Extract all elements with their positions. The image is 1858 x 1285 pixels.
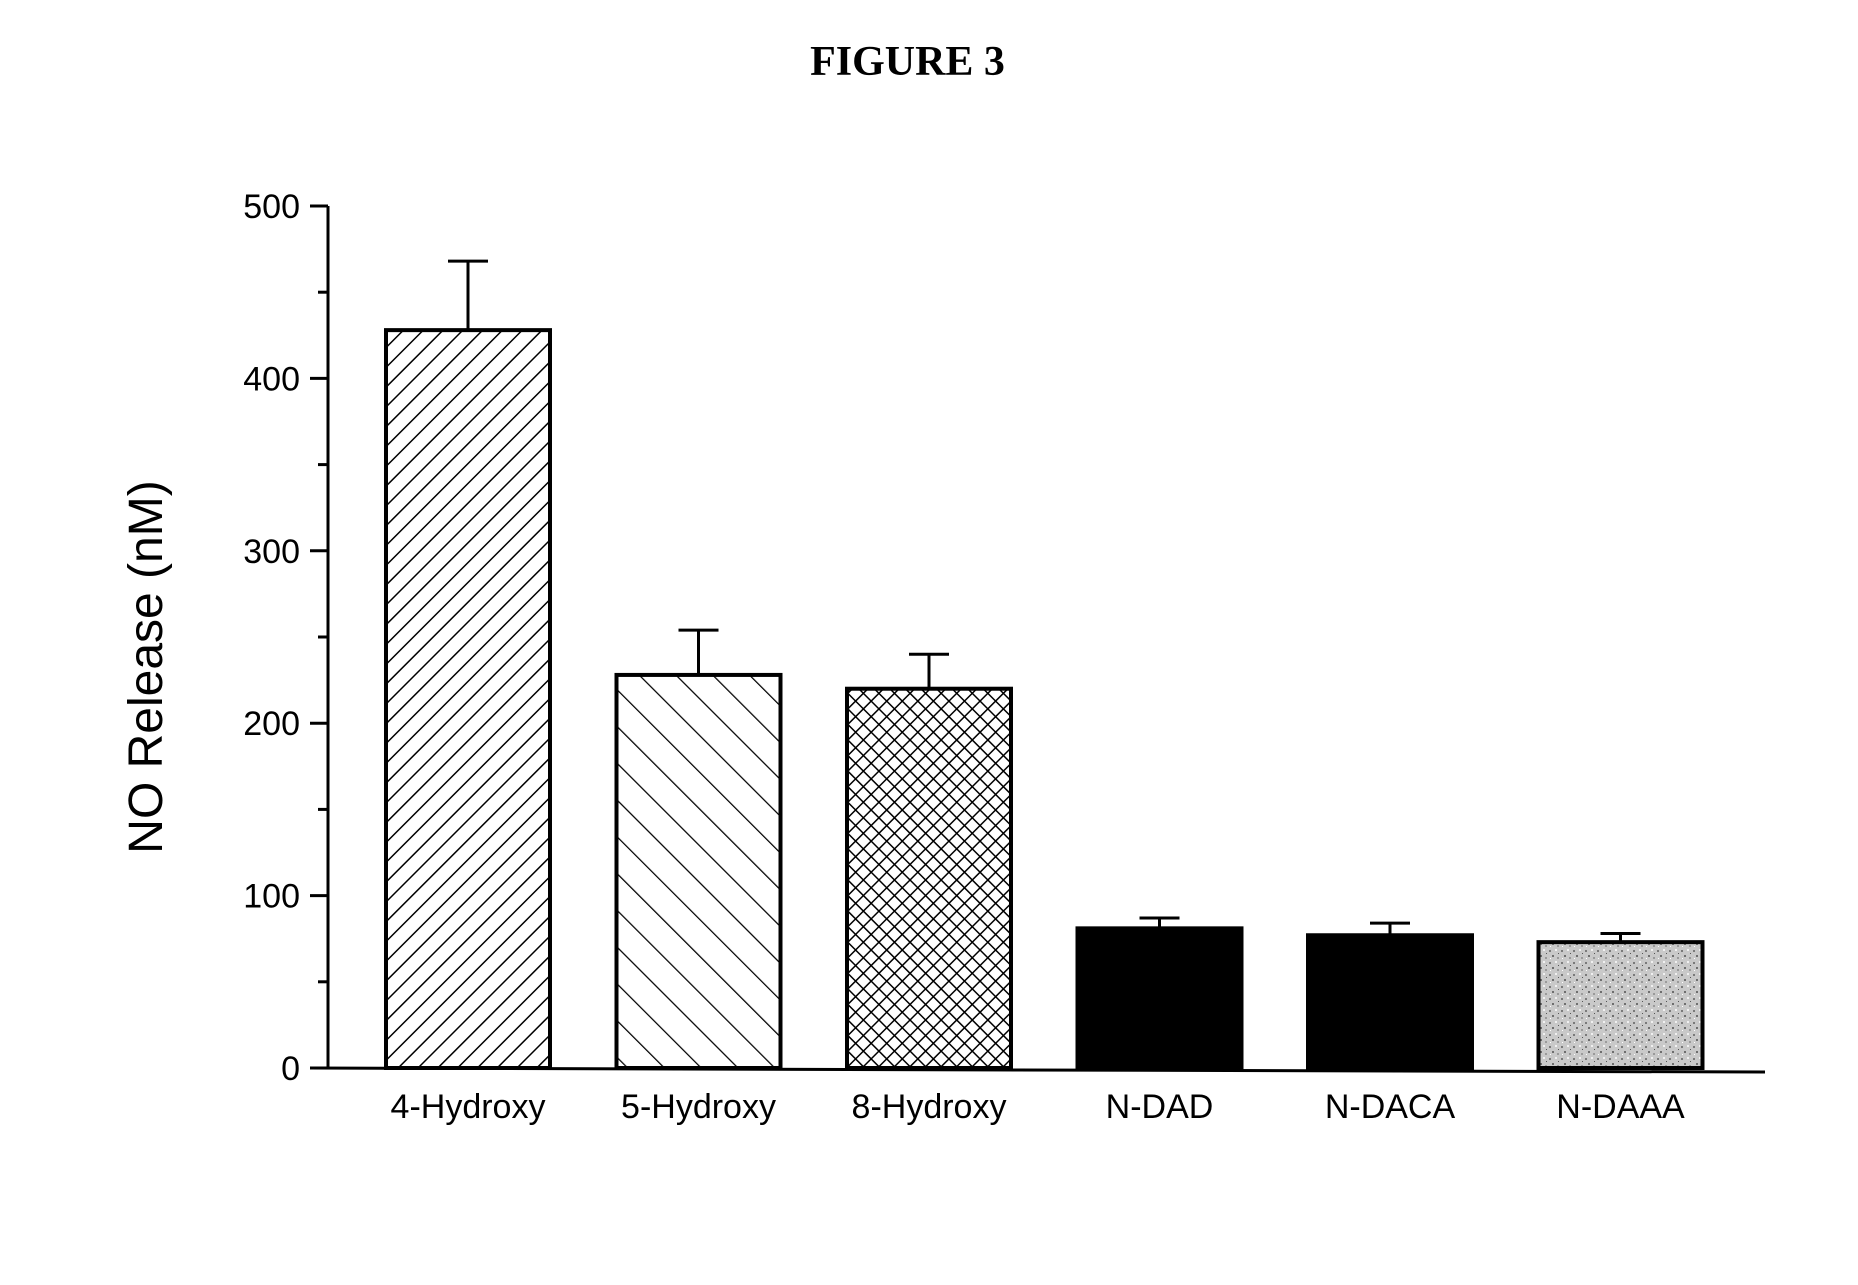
x-tick-label: N-DAAA xyxy=(1556,1088,1685,1126)
bar-8-hydroxy xyxy=(847,689,1011,1068)
x-tick-label: N-DAD xyxy=(1106,1088,1214,1126)
y-tick-label: 200 xyxy=(243,705,300,743)
y-tick-label: 300 xyxy=(243,533,300,571)
y-tick-label: 400 xyxy=(243,360,300,398)
x-tick-label: 5-Hydroxy xyxy=(621,1088,776,1126)
bar-5-hydroxy xyxy=(617,675,781,1068)
y-tick-label: 0 xyxy=(281,1050,300,1088)
bar-n-daaa xyxy=(1539,942,1703,1068)
bar-n-daca xyxy=(1308,935,1472,1068)
x-tick-label: 4-Hydroxy xyxy=(391,1088,546,1126)
y-tick-label: 500 xyxy=(243,188,300,226)
y-axis-title: NO Release (nM) xyxy=(120,480,173,853)
y-tick-label: 100 xyxy=(243,878,300,916)
bar-4-hydroxy xyxy=(386,330,550,1068)
x-tick-label: N-DACA xyxy=(1325,1088,1456,1126)
x-tick-label: 8-Hydroxy xyxy=(852,1088,1007,1126)
bar-n-dad xyxy=(1078,928,1242,1068)
